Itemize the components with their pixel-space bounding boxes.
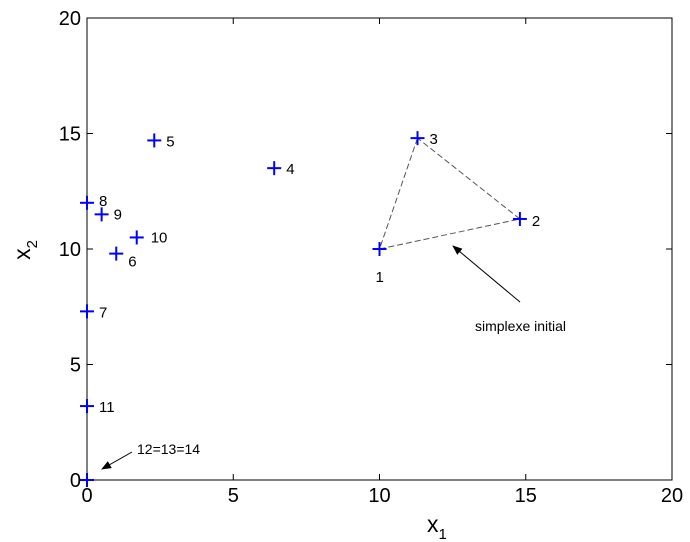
- y-tick-label: 5: [70, 355, 81, 377]
- x-tick-label: 5: [228, 485, 239, 507]
- y-tick-label: 10: [59, 239, 81, 261]
- point-label: 4: [286, 161, 294, 178]
- annotations: simplexe initial 12=13=14: [101, 245, 566, 470]
- point-label: 1: [376, 269, 384, 286]
- simplex-annotation: simplexe initial: [475, 318, 566, 334]
- point-label: 7: [99, 304, 107, 321]
- simplex-edge: [379, 218, 521, 250]
- x-tick-label: 20: [661, 485, 683, 507]
- x-axis-label-sub: 1: [439, 526, 447, 542]
- point-label: 11: [99, 399, 115, 416]
- y-tick-label: 0: [70, 470, 81, 492]
- point-label: 10: [151, 229, 168, 246]
- simplex-edge: [379, 137, 418, 250]
- point-label: 9: [114, 206, 122, 223]
- y-axis-label-sub: 2: [24, 240, 41, 248]
- y-axis-label: x2: [9, 240, 41, 260]
- point-label: 8: [99, 193, 107, 210]
- point-label: 5: [166, 133, 174, 150]
- point-label: 2: [532, 213, 540, 230]
- simplex-triangle: [379, 137, 521, 250]
- simplex-edge: [417, 137, 521, 220]
- point-label: 3: [430, 131, 438, 148]
- origin-annotation: 12=13=14: [137, 441, 200, 457]
- point-label: 6: [128, 254, 136, 271]
- simplex-arrow: [452, 245, 521, 303]
- x-axis-label: x1: [427, 511, 447, 542]
- y-tick-label: 15: [59, 124, 81, 146]
- y-tick-label: 20: [59, 8, 81, 30]
- origin-arrow: [101, 451, 133, 470]
- x-tick-label: 10: [368, 485, 390, 507]
- data-points: 1 2 3 4 5 6 7 89 10 11: [80, 131, 540, 487]
- x-tick-label: 15: [515, 485, 537, 507]
- x-tick-label: 0: [81, 485, 92, 507]
